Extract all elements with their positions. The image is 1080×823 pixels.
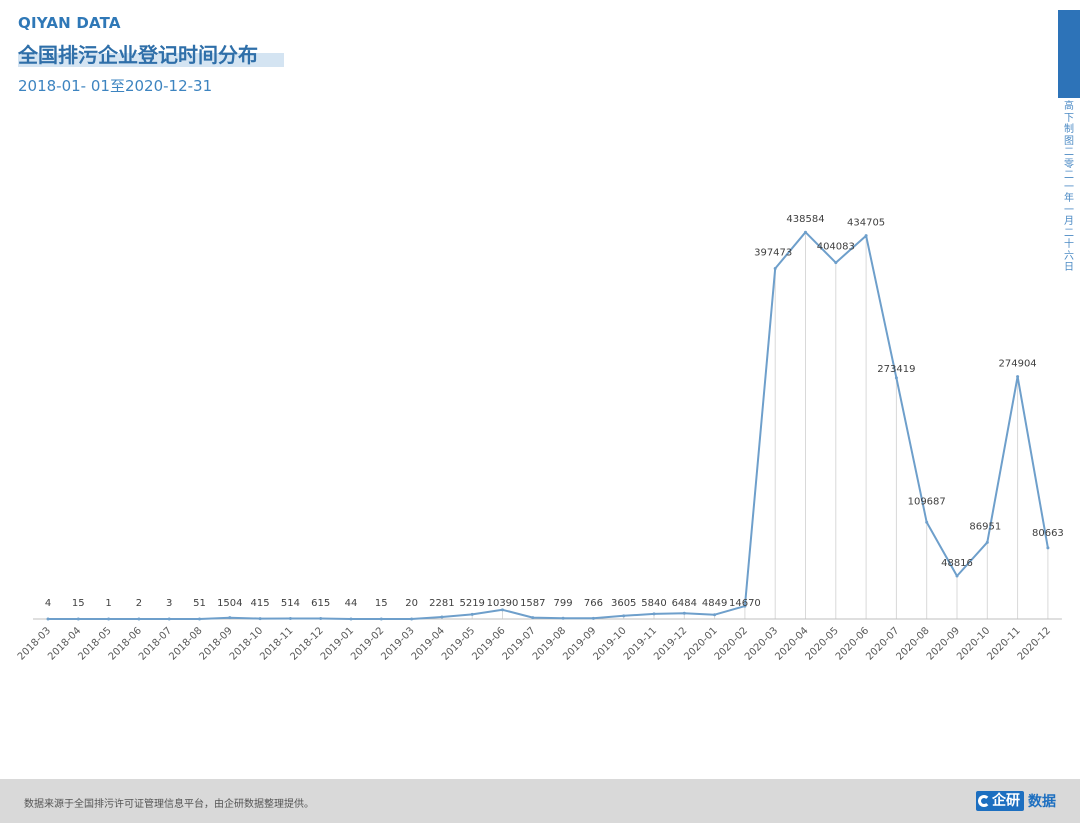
data-point-2019-05 <box>470 612 474 616</box>
data-label-2019-10: 3605 <box>611 598 636 609</box>
logo-text-primary: 企研 <box>992 793 1020 809</box>
data-label-2020-02: 14670 <box>729 598 761 609</box>
title-highlight-band <box>18 53 284 67</box>
logo-badge: 企研 <box>976 791 1024 811</box>
data-point-2018-05 <box>107 617 111 621</box>
data-point-2020-01 <box>713 613 717 617</box>
data-point-2018-11 <box>288 617 292 621</box>
data-label-2019-08: 799 <box>554 598 573 609</box>
data-point-2020-02 <box>743 604 747 608</box>
data-point-2020-03 <box>773 267 777 271</box>
data-label-2018-10: 415 <box>251 598 270 609</box>
data-source-note: 数据来源于全国排污许可证管理信息平台，由企研数据整理提供。 <box>24 799 314 810</box>
data-point-2018-12 <box>319 616 323 620</box>
data-point-2019-01 <box>349 617 353 621</box>
data-point-2019-04 <box>440 615 444 619</box>
date-range-subtitle: 2018-01- 01至2020-12-31 <box>18 77 213 95</box>
data-label-2020-10: 86951 <box>969 521 1001 532</box>
footer-bar: 数据来源于全国排污许可证管理信息平台，由企研数据整理提供。 企研 数据 <box>0 779 1080 823</box>
data-label-2020-11: 274904 <box>999 359 1037 370</box>
data-label-2018-11: 514 <box>281 598 300 609</box>
data-point-2018-04 <box>76 617 80 621</box>
data-point-2018-06 <box>137 617 141 621</box>
data-point-2019-02 <box>379 617 383 621</box>
brand-label: QIYAN DATA <box>18 14 121 32</box>
data-label-2020-09: 48816 <box>941 558 973 569</box>
data-point-2019-11 <box>652 612 656 616</box>
side-accent-bar <box>1058 10 1080 98</box>
data-point-2019-03 <box>410 617 414 621</box>
data-point-2020-06 <box>864 234 868 238</box>
data-point-2019-12 <box>682 611 686 615</box>
data-label-2018-08: 51 <box>193 598 206 609</box>
data-label-2020-04: 438584 <box>786 214 824 225</box>
data-label-2018-09: 1504 <box>217 598 242 609</box>
data-point-2019-10 <box>622 614 626 618</box>
data-label-2018-04: 15 <box>72 598 85 609</box>
data-label-2020-08: 109687 <box>908 496 946 507</box>
series-line <box>48 231 1049 620</box>
data-label-2020-12: 80663 <box>1032 528 1064 539</box>
data-point-2019-06 <box>501 608 504 612</box>
data-point-2020-04 <box>804 230 807 234</box>
data-label-2018-06: 2 <box>136 598 142 609</box>
data-point-2020-05 <box>834 261 838 265</box>
data-label-2019-02: 15 <box>375 598 388 609</box>
data-point-2019-07 <box>531 616 535 620</box>
data-label-2018-05: 1 <box>105 598 111 609</box>
data-point-2020-08 <box>925 520 929 524</box>
data-point-2018-08 <box>198 617 201 621</box>
logo-c-icon <box>978 795 990 807</box>
data-point-2020-11 <box>1016 375 1020 379</box>
logo-text-secondary: 数据 <box>1028 794 1056 810</box>
chart-title: 全国排污企业登记时间分布 <box>18 43 258 67</box>
company-logo: 企研 数据 <box>976 790 1056 812</box>
data-label-2020-03: 397473 <box>754 248 792 259</box>
data-label-2019-04: 2281 <box>429 598 454 609</box>
data-label-2020-06: 434705 <box>847 218 885 229</box>
x-tick-label-2020-12: 2020-12 <box>1016 625 1053 662</box>
data-point-2020-10 <box>985 540 989 544</box>
data-point-2019-08 <box>561 616 565 620</box>
data-point-2020-12 <box>1046 546 1050 550</box>
data-point-2020-07 <box>894 376 898 380</box>
data-label-2019-07: 1587 <box>520 598 545 609</box>
data-label-2020-01: 4849 <box>702 598 727 609</box>
data-label-2018-03: 4 <box>45 598 51 609</box>
data-label-2019-11: 5840 <box>641 598 666 609</box>
data-label-2019-06: 10390 <box>487 598 519 609</box>
data-point-2020-09 <box>955 574 959 578</box>
data-point-2018-07 <box>167 617 171 621</box>
data-label-2019-05: 5219 <box>459 598 484 609</box>
data-label-2019-09: 766 <box>584 598 603 609</box>
data-point-2019-09 <box>591 616 595 620</box>
data-label-2020-05: 404083 <box>817 242 855 253</box>
data-label-2019-01: 44 <box>345 598 358 609</box>
data-label-2020-07: 273419 <box>877 364 915 375</box>
side-credit-note: 高下制图 二零二一年一月二十六日 <box>1064 101 1074 273</box>
data-label-2019-12: 6484 <box>672 598 697 609</box>
data-label-2018-12: 615 <box>311 598 330 609</box>
data-label-2019-03: 20 <box>405 598 418 609</box>
title-block: 全国排污企业登记时间分布 <box>18 39 284 69</box>
data-point-2018-10 <box>258 617 262 621</box>
data-label-2018-07: 3 <box>166 598 172 609</box>
data-point-2018-09 <box>228 616 232 620</box>
data-point-2018-03 <box>46 617 50 621</box>
